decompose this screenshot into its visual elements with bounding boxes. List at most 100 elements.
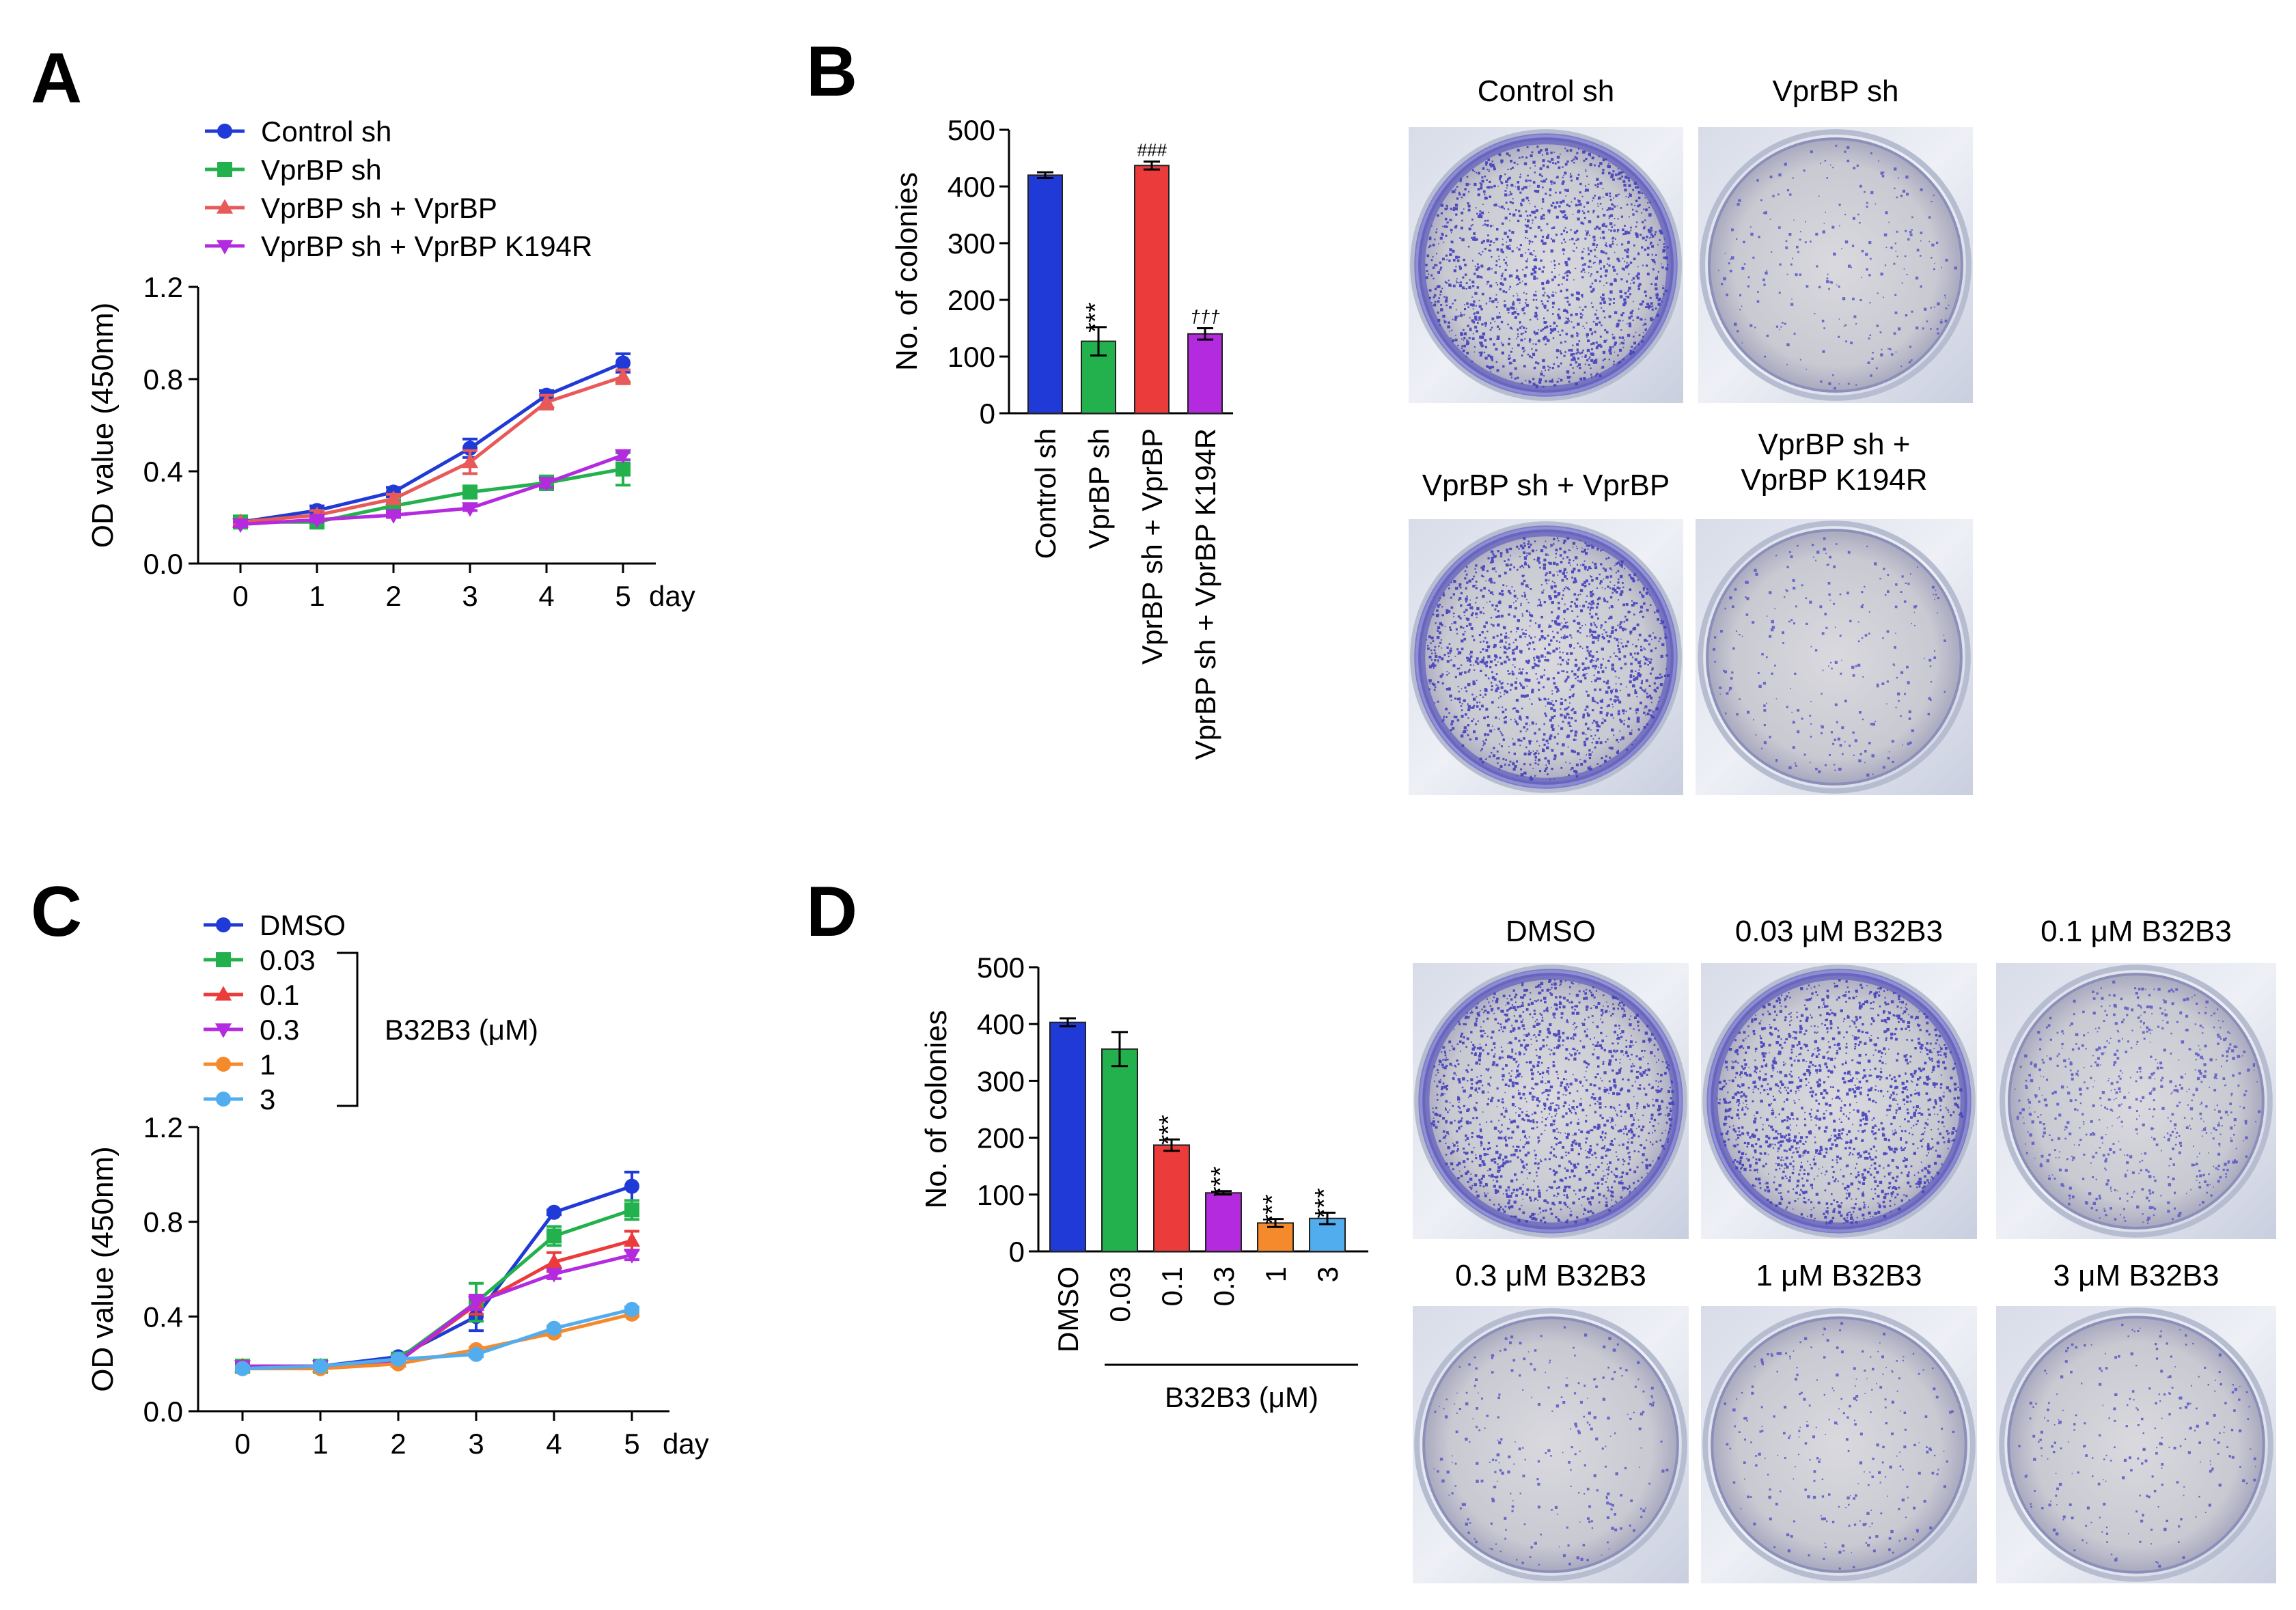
data-point (538, 393, 555, 408)
series-line (240, 454, 624, 527)
colony-images-b: Control sh VprBP sh VprBP sh + VprBP VprBP … (1409, 74, 1973, 795)
x-tick-label: 5 (615, 580, 631, 612)
series-vprbp-sh-vprbp-k194r (232, 449, 632, 533)
well-edge-stain (1706, 969, 1972, 1234)
colony-well-0-1-m-b32b3 (1996, 963, 2276, 1239)
y-tick-label: 200 (948, 284, 995, 316)
well-bottom (1711, 1316, 1967, 1573)
well-bottom (1708, 137, 1963, 393)
legend-label: 0.1 (260, 979, 299, 1011)
x-tick-label: DMSO (1052, 1266, 1084, 1352)
bar (1027, 174, 1063, 414)
data-point (614, 367, 632, 383)
panel-letter-a: A (31, 39, 82, 118)
line-chart-a: 0.0 0.4 0.8 1.2 0 1 2 3 4 5 day OD value (450nm) Con… (86, 115, 695, 612)
x-tick-label: 2 (385, 580, 401, 612)
legend-label: VprBP sh + VprBP (261, 192, 497, 224)
bar-3: *** 3 (1309, 1188, 1346, 1282)
well-rim (1414, 1308, 1687, 1581)
well-bottom (1706, 529, 1963, 786)
x-tick-label: 0 (234, 1428, 250, 1460)
well-rim (1698, 521, 1971, 794)
y-tick-label: 0.0 (143, 548, 183, 580)
legend-label: DMSO (260, 909, 346, 941)
well-rim (2000, 964, 2273, 1238)
colony-images-d: DMSO 0.03 μM B32B3 0.1 μM B32B3 0.3 μM B32B… (1413, 915, 2276, 1583)
x-tick-label: 4 (546, 1428, 562, 1460)
x-tick-label: 3 (468, 1428, 484, 1460)
y-tick-label: 500 (977, 952, 1025, 984)
data-point (616, 355, 631, 371)
colony-well-vprbp-sh-vprbp (1409, 519, 1683, 795)
series-line (243, 1238, 633, 1368)
series-line (242, 1307, 633, 1371)
data-point (547, 1204, 562, 1220)
y-tick-label: 200 (977, 1122, 1025, 1154)
bar-0-03: 0.03 (1101, 1031, 1138, 1322)
data-point (623, 1249, 641, 1264)
y-tick-label: 0 (1009, 1236, 1025, 1268)
y-tick-label: 400 (948, 171, 995, 203)
panel-letter-b: B (806, 32, 857, 111)
image-caption: DMSO (1506, 915, 1596, 948)
panel-letter-d: D (806, 872, 857, 952)
bar-0-3: *** 0.3 (1205, 1166, 1242, 1306)
x-axis-label: day (663, 1428, 709, 1460)
data-point (462, 441, 478, 456)
x-tick-label: VprBP sh + VprBP K194R (1189, 428, 1221, 760)
y-tick-label: 0.4 (143, 456, 183, 488)
legend-label: 3 (260, 1083, 275, 1115)
series-0-1 (234, 1230, 641, 1372)
legend-label: 0.3 (260, 1014, 299, 1046)
bar (1134, 165, 1170, 414)
data-point (391, 1351, 406, 1367)
data-point (624, 1202, 639, 1218)
series-0-03 (235, 1199, 639, 1374)
y-tick-label: 100 (977, 1179, 1025, 1211)
significance-label: *** (1310, 1188, 1339, 1219)
x-tick-label: VprBP sh (1083, 428, 1115, 549)
y-axis-label: No. of colonies (919, 1010, 953, 1208)
data-point (614, 449, 632, 464)
significance-label: *** (1258, 1194, 1287, 1225)
data-point (624, 1178, 639, 1194)
bar-vprbp-sh: *** VprBP sh (1081, 302, 1116, 549)
series-line (240, 375, 624, 524)
y-tick-label: 1.2 (143, 1111, 183, 1143)
data-point (623, 1232, 641, 1247)
well-edge-stain (1414, 525, 1678, 789)
x-tick-label: VprBP sh + VprBP (1136, 428, 1168, 665)
panel-letter-c: C (31, 872, 82, 952)
y-tick-label: 500 (948, 114, 995, 146)
data-point (545, 1253, 563, 1268)
bar-chart-b: 0 100 200 300 400 500 No. of colonies Control s… (890, 114, 1233, 760)
line-chart-c: 0.0 0.4 0.8 1.2 0 1 2 3 4 5 day OD value (450nm) DMS… (86, 909, 709, 1460)
x-axis-label: day (649, 580, 695, 612)
x-tick-label: 1 (1260, 1266, 1292, 1282)
data-point (547, 1320, 562, 1336)
legend-label: 1 (260, 1049, 275, 1081)
y-tick-label: 0.8 (143, 1206, 183, 1238)
legend-marker (216, 240, 234, 255)
data-point (235, 1361, 250, 1376)
x-tick-label: 0 (232, 580, 248, 612)
data-point (624, 1301, 639, 1317)
series-control-sh (233, 352, 631, 530)
data-point (461, 502, 479, 517)
legend-marker (217, 162, 232, 177)
well-bottom (2008, 973, 2265, 1230)
y-tick-label: 400 (977, 1008, 1025, 1040)
bar (1153, 1144, 1190, 1253)
x-tick-label: 5 (624, 1428, 639, 1460)
image-caption: 3 μM B32B3 (2053, 1259, 2219, 1292)
data-point (385, 490, 402, 505)
x-tick-label: Control sh (1029, 428, 1062, 559)
well-rim (1702, 1308, 1976, 1581)
image-caption: 0.03 μM B32B3 (1735, 915, 1943, 948)
image-caption: VprBP K194R (1741, 463, 1927, 497)
image-caption: 1 μM B32B3 (1756, 1259, 1922, 1292)
series-line (243, 1208, 633, 1368)
well-rim (1999, 1307, 2273, 1582)
bar (1049, 1021, 1086, 1252)
y-axis-label: OD value (450nm) (86, 1146, 120, 1391)
